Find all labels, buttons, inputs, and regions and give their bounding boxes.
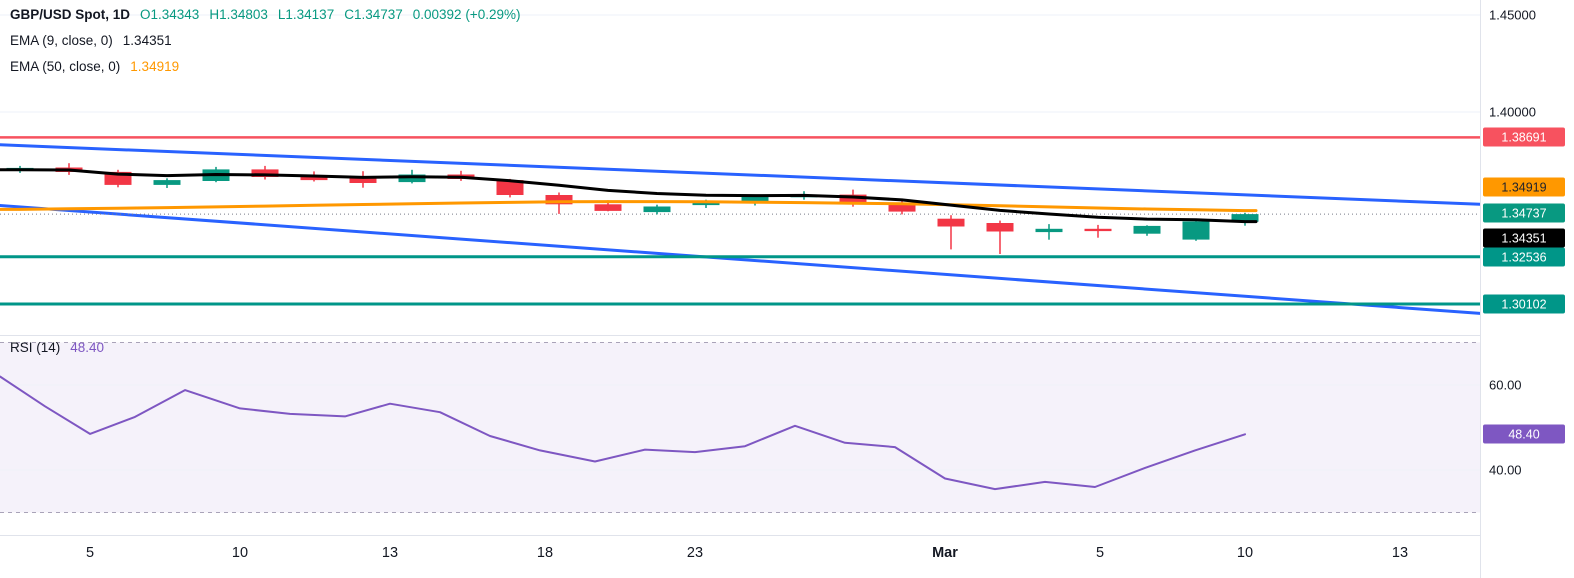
horizontal-levels[interactable] <box>0 136 1480 306</box>
ema50-label[interactable]: EMA (50, close, 0) <box>10 59 121 74</box>
ohlc-low: L1.34137 <box>277 7 335 22</box>
time-label: 10 <box>231 545 249 561</box>
axis-label: 1.45000 <box>1489 7 1536 23</box>
rsi-band <box>0 342 1480 513</box>
price-scale[interactable]: 1.45000 1.40000 60.00 40.00 1.38691 1.34919 1.… <box>1480 0 1574 578</box>
rsi-badge: 48.40 <box>1483 424 1565 444</box>
ema50-value: 1.34919 <box>130 59 180 74</box>
price-badge: 1.34919 <box>1483 177 1565 197</box>
rsi-chart-pane[interactable] <box>0 336 1480 535</box>
ohlc-high: H1.34803 <box>209 7 268 22</box>
axis-label: 40.00 <box>1489 462 1522 478</box>
time-label: Mar <box>932 545 958 561</box>
ohlc-open: O1.34343 <box>140 7 200 22</box>
axis-label: 60.00 <box>1489 377 1522 393</box>
symbol-title[interactable]: GBP/USD Spot, 1D <box>10 7 131 22</box>
grid-lines <box>0 14 1480 113</box>
ohlc-close: C1.34737 <box>344 7 403 22</box>
trendline-channel[interactable] <box>0 143 1480 315</box>
rsi-value: 48.40 <box>70 340 105 355</box>
pane-separator[interactable] <box>0 335 1574 336</box>
price-badge: 1.32536 <box>1483 247 1565 267</box>
legend: GBP/USD Spot, 1D O1.34343 H1.34803 L1.34… <box>10 6 520 84</box>
price-badge: 1.38691 <box>1483 127 1565 147</box>
ema50-line[interactable] <box>0 200 1258 213</box>
ema9-value: 1.34351 <box>122 33 172 48</box>
time-label: 10 <box>1236 545 1254 561</box>
legend-symbol-row: GBP/USD Spot, 1D O1.34343 H1.34803 L1.34… <box>10 6 520 24</box>
time-label: 13 <box>381 545 399 561</box>
ohlc-change: 0.00392 (+0.29%) <box>412 7 521 22</box>
axis-label: 1.40000 <box>1489 104 1536 120</box>
ema9-line[interactable] <box>0 168 1258 224</box>
rsi-line[interactable] <box>0 375 1246 491</box>
legend-ema9-row: EMA (9, close, 0) 1.34351 <box>10 32 520 50</box>
time-label: 5 <box>85 545 95 561</box>
price-badge: 1.34351 <box>1483 228 1565 248</box>
price-badge: 1.30102 <box>1483 294 1565 314</box>
ema9-label[interactable]: EMA (9, close, 0) <box>10 33 113 48</box>
axis-separator <box>0 535 1574 536</box>
time-label: 18 <box>536 545 554 561</box>
legend-ema50-row: EMA (50, close, 0) 1.34919 <box>10 58 520 76</box>
price-chart-pane[interactable] <box>0 0 1480 336</box>
time-axis[interactable]: 5 10 13 18 23 Mar 5 10 13 <box>0 536 1480 578</box>
time-label: 23 <box>686 545 704 561</box>
time-label: 5 <box>1095 545 1105 561</box>
time-label: 13 <box>1391 545 1409 561</box>
rsi-legend: RSI (14) 48.40 <box>10 340 104 355</box>
price-badge: 1.34737 <box>1483 203 1565 223</box>
rsi-label[interactable]: RSI (14) <box>10 340 61 355</box>
